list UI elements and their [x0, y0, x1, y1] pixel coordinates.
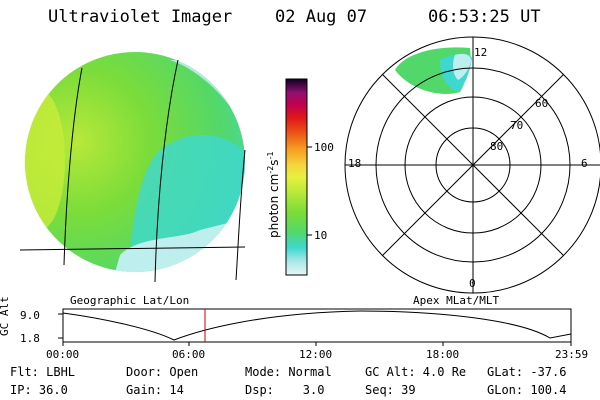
geo-caption: Geographic Lat/Lon: [70, 294, 190, 307]
altitude-curve: [62, 310, 572, 341]
apex-caption: Apex MLat/MLT: [413, 294, 500, 307]
alt-axis-label: GC Alt: [0, 296, 11, 336]
status-flt: Flt: LBHL: [10, 365, 76, 379]
status-gain: Gain: 14: [126, 383, 184, 397]
colorbar: [285, 78, 308, 276]
x-tick-0000: 00:00: [46, 348, 80, 361]
colorbar-tick-10: 10: [314, 229, 328, 242]
mlt-label-12: 12: [474, 46, 488, 59]
alt-tick-9: 9.0: [20, 309, 40, 322]
time-label: 06:53:25 UT: [428, 7, 541, 27]
lat-label-60: 60: [535, 97, 549, 110]
status-mode: Mode: Normal: [245, 365, 332, 379]
instrument-title: Ultraviolet Imager: [48, 7, 233, 27]
status-dsp: Dsp: 3.0: [245, 383, 325, 397]
earth-image: [25, 52, 245, 272]
status-seq: Seq: 39: [365, 383, 416, 397]
date-label: 02 Aug 07: [275, 7, 368, 27]
x-tick-1800: 18:00: [426, 348, 460, 361]
lat-label-70: 70: [510, 119, 524, 132]
colorbar-ticks: [307, 146, 312, 236]
altitude-plot: [58, 308, 572, 346]
colorbar-unit-label: photon cm-2s-1: [266, 151, 281, 238]
mlt-label-18: 18: [348, 157, 362, 170]
x-tick-0600: 06:00: [172, 348, 206, 361]
x-tick-1200: 12:00: [299, 348, 333, 361]
mlt-label-6: 6: [581, 157, 588, 170]
status-ip: IP: 36.0: [10, 383, 68, 397]
polar-plot: [344, 36, 600, 294]
alt-tick-1.8: 1.8: [20, 332, 40, 345]
status-gc-alt: GC Alt: 4.0 Re: [365, 365, 467, 379]
x-tick-2359: 23:59: [555, 348, 589, 361]
status-door: Door: Open: [126, 365, 199, 379]
status-glat: GLat: -37.6: [487, 365, 567, 379]
geo-grid: [19, 59, 246, 283]
lat-label-80: 80: [490, 140, 504, 153]
colorbar-tick-100: 100: [314, 141, 334, 154]
mlt-label-0: 0: [469, 277, 476, 290]
status-glon: GLon: 100.4: [487, 383, 567, 397]
